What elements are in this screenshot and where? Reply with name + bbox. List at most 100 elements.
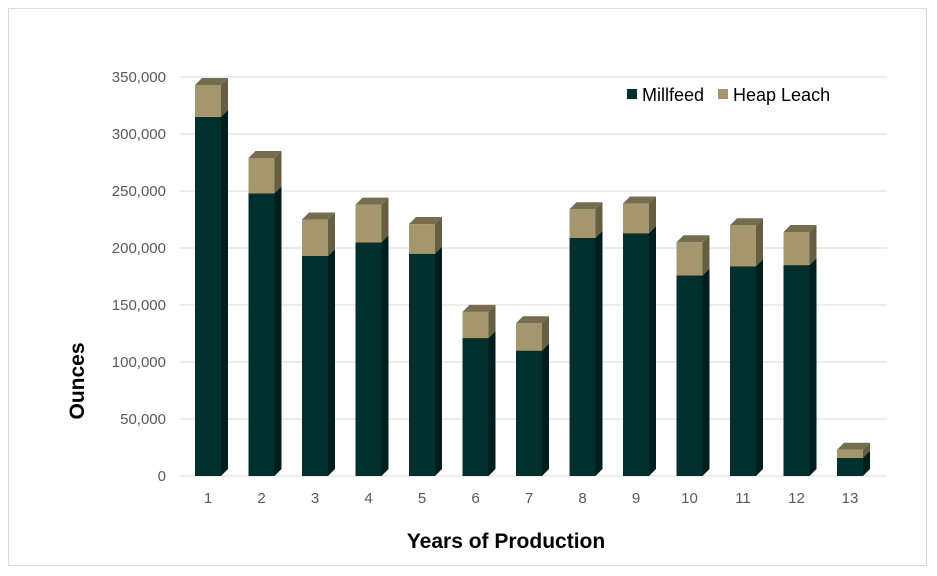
y-tick-label: 300,000 (112, 126, 166, 143)
bar-top (355, 197, 389, 205)
bar-heap-leach-year-1 (195, 77, 228, 117)
bar-heap-leach-year-3 (302, 212, 335, 256)
y-tick-label: 50,000 (120, 411, 166, 428)
x-tick-label: 1 (204, 490, 212, 507)
bar-heap-leach-year-13 (837, 442, 870, 458)
bar-millfeed-year-13 (837, 450, 870, 476)
bar-front (676, 275, 703, 476)
bar-heap-leach-year-2 (248, 150, 282, 194)
x-tick-label: 4 (364, 490, 372, 507)
y-tick-labels: 0 50,000 100,000 150,000 200,000 250,000 300,0… (112, 69, 166, 485)
bar-millfeed-year-5 (409, 246, 442, 476)
bar-front (462, 311, 489, 339)
legend-label-heap-leach: Heap Leach (733, 85, 830, 105)
x-tick-label: 11 (735, 490, 751, 507)
bar-millfeed-year-2 (248, 186, 282, 476)
bar-top (302, 212, 335, 220)
y-tick-label: 250,000 (112, 183, 166, 200)
bar-side (542, 316, 549, 351)
bar-millfeed-year-1 (195, 109, 228, 477)
bar-front (302, 219, 328, 256)
bar-side (809, 258, 817, 476)
bar-top (623, 196, 656, 204)
x-tick-label: 10 (681, 490, 698, 507)
bar-top (462, 304, 496, 312)
bar-side (595, 230, 603, 476)
bar-side (488, 331, 496, 476)
bar-millfeed-year-8 (569, 230, 603, 476)
x-tick-label: 8 (578, 490, 586, 507)
bar-front (302, 255, 328, 476)
bar-front (837, 449, 863, 458)
bar-front (462, 338, 489, 476)
x-tick-labels: 1 2 3 4 5 6 7 8 9 10 11 12 13 (204, 490, 859, 507)
bar-front (409, 224, 435, 254)
bar-heap-leach-year-9 (623, 196, 656, 234)
x-tick-label: 6 (471, 490, 479, 507)
bar-millfeed-year-9 (623, 226, 656, 476)
bar-side (756, 259, 763, 476)
bar-front (195, 116, 221, 477)
bar-side (542, 343, 549, 476)
legend-swatch-heap-leach (718, 89, 728, 99)
bar-front (837, 457, 863, 476)
bar-millfeed-year-6 (462, 331, 496, 476)
bar-side (756, 218, 763, 267)
bar-front (730, 225, 756, 267)
bar-top (837, 442, 870, 450)
bar-front (623, 233, 649, 476)
x-tick-label: 9 (632, 490, 640, 507)
bar-top (409, 217, 442, 225)
bar-top (195, 77, 228, 85)
bar-front (516, 350, 542, 476)
bar-top (783, 225, 817, 233)
bar-side (274, 186, 282, 476)
gridlines (180, 76, 887, 477)
bar-front (569, 237, 596, 476)
x-tick-label: 12 (788, 490, 805, 507)
bar-front (195, 84, 221, 117)
y-axis-title: Ounces (66, 342, 89, 419)
bar-side (274, 150, 282, 194)
bar-front (409, 253, 435, 476)
bar-top (676, 235, 710, 243)
bar-front (676, 242, 703, 276)
bar-heap-leach-year-10 (676, 235, 710, 276)
y-tick-label: 0 (158, 468, 166, 485)
x-tick-label: 7 (525, 490, 533, 507)
x-tick-label: 2 (257, 490, 265, 507)
bar-side (221, 109, 228, 477)
bar-side (435, 246, 442, 476)
bar-side (809, 225, 817, 266)
bar-top (730, 218, 763, 226)
bar-front (730, 266, 756, 476)
bar-heap-leach-year-12 (783, 225, 817, 266)
bar-side (488, 304, 496, 339)
bar-side (221, 77, 228, 117)
bar-front (623, 203, 649, 234)
bar-side (649, 196, 656, 234)
bar-top (516, 316, 549, 324)
bar-heap-leach-year-8 (569, 202, 603, 238)
bar-heap-leach-year-7 (516, 316, 549, 351)
bar-side (381, 235, 389, 476)
bar-side (863, 450, 870, 476)
bar-side (328, 212, 335, 256)
bar-millfeed-year-3 (302, 248, 335, 476)
bar-heap-leach-year-11 (730, 218, 763, 267)
bar-side (381, 197, 389, 243)
bar-side (435, 217, 442, 254)
bar-top (248, 150, 282, 158)
bar-side (702, 235, 710, 276)
bar-front (248, 193, 275, 476)
legend: Millfeed Heap Leach (627, 85, 830, 105)
y-tick-label: 200,000 (112, 240, 166, 257)
legend-swatch-millfeed (627, 89, 637, 99)
x-axis-title: Years of Production (407, 530, 605, 553)
bar-front (516, 323, 542, 351)
bar-front (569, 209, 596, 238)
bar-millfeed-year-10 (676, 268, 710, 476)
x-tick-label: 13 (842, 490, 859, 507)
bar-side (328, 248, 335, 476)
